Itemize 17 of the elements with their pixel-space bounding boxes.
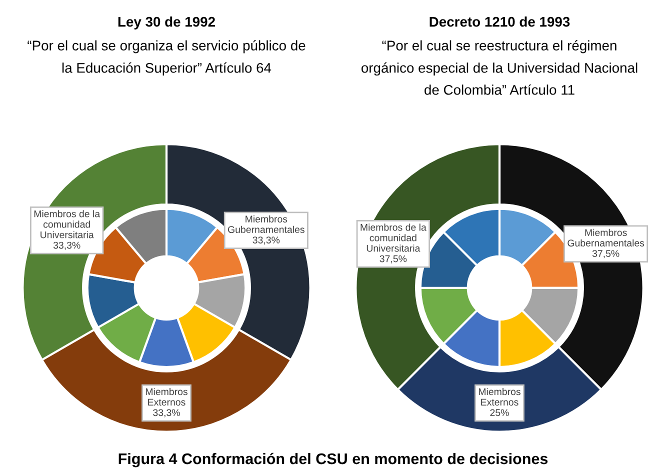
text: Figura 4 Conformación del CSU en momento de decisiones [118, 452, 548, 468]
slice-label: Miembros Externos [146, 388, 188, 406]
chart-subtitle: “Por el cual se organiza el servicio público de la Educación Superior” Artículo 64 [28, 40, 306, 76]
slice-label: Miembros Gubernamentales [568, 228, 644, 246]
data-label: 33,3% [53, 242, 80, 250]
chart-title: Ley 30 de 1992 [118, 16, 215, 30]
slice-label: Miembros Gubernamentales [228, 215, 304, 233]
data-label: 37,5% [380, 255, 407, 264]
data-label: 37,5% [592, 250, 620, 258]
slice-label: Miembros Externos [478, 388, 520, 406]
chart-title: Decreto 1210 de 1993 [430, 16, 570, 27]
chart-subtitle: “Por el cual se reestructura el régimen orgánico especial de la Universidad Nacional de Colombia” Artículo 11 [362, 40, 638, 95]
data-label: 33,3% [153, 409, 180, 418]
slice-label: Miembros de la comunidad Universitaria [34, 210, 100, 238]
data-label: 33,3% [252, 236, 280, 245]
slice-label: Miembros de la comunidad Universitaria [360, 224, 426, 252]
data-label: 25% [490, 409, 509, 416]
